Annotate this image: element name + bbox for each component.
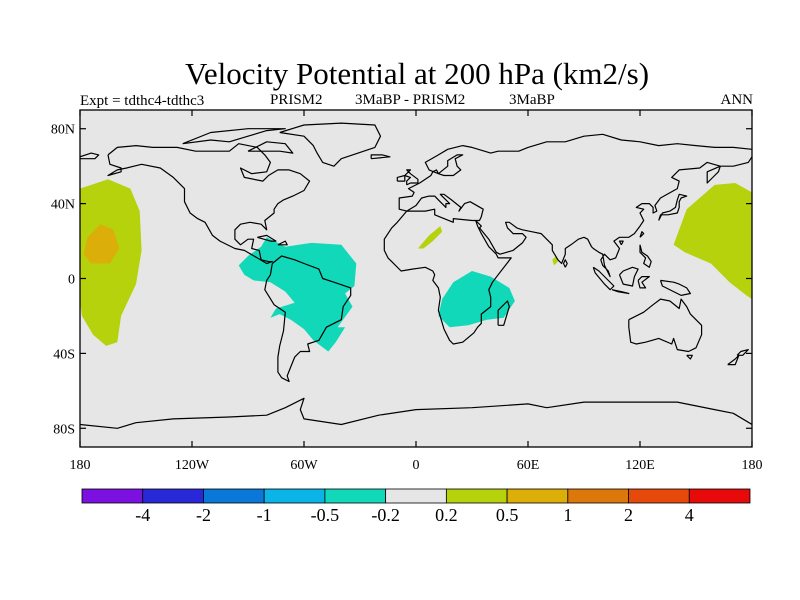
colorbar-label: -4	[135, 505, 150, 525]
coastline-28	[736, 349, 749, 356]
coastline-7	[497, 300, 510, 326]
colorbar-label: 4	[685, 505, 694, 525]
plot-title: Velocity Potential at 200 hPa (km2/s)	[185, 56, 649, 91]
colorbar-label: 1	[563, 505, 572, 525]
colorbar-box	[324, 488, 387, 504]
subtitle-model: PRISM2	[270, 92, 323, 108]
coastline-14	[658, 193, 688, 221]
colorbar-labels: -4 -2 -1 -0.5 -0.2 0.2 0.5 1 2 4	[135, 505, 694, 525]
contour-fill-layer	[80, 179, 752, 352]
coastline-30	[686, 354, 693, 360]
colorbar-label: 2	[624, 505, 633, 525]
x-tick-label: 120W	[175, 458, 210, 473]
x-tick-label: 60W	[290, 458, 318, 473]
coastline-2	[398, 133, 752, 212]
coastline-24	[257, 234, 277, 242]
colorbar-box	[142, 488, 204, 504]
subtitle-comparison: 3MaBP - PRISM2	[355, 92, 465, 108]
coastline-25	[277, 240, 288, 246]
coastline-0	[107, 143, 311, 265]
y-tick-label: 0	[68, 273, 75, 288]
coastline-10	[279, 122, 382, 167]
coastline-11	[404, 169, 419, 186]
coastline-21	[639, 231, 645, 238]
coastline-23	[562, 259, 568, 268]
coastline-6	[475, 156, 752, 278]
contour-region-sahel-positive	[417, 226, 443, 249]
axis-ticks: 80N 40N 0 40S 80S 180 120W 60W 0 60E 120E 180	[51, 110, 763, 473]
colorbar-label: -0.2	[371, 505, 400, 525]
y-tick-label: 80S	[53, 422, 75, 437]
coastline-12	[396, 174, 406, 182]
coastline-18	[637, 276, 650, 289]
coastline-16	[611, 289, 630, 295]
colorbar-box	[506, 488, 569, 504]
contour-region-west-pacific-positive	[673, 183, 752, 300]
coastline-15	[592, 266, 615, 291]
colorbar-boxes	[81, 488, 751, 504]
x-tick-label: 180	[742, 458, 763, 473]
map-panel: 80N 40N 0 40S 80S 180 120W 60W 0 60E 120E 180	[51, 109, 763, 473]
coastline-4	[406, 193, 484, 223]
coastline-26	[247, 141, 294, 154]
contour-region-south-america-negative	[238, 237, 357, 352]
colorbar-box	[628, 488, 690, 504]
coastline-20	[639, 244, 652, 268]
coastline-1	[264, 255, 352, 383]
colorbar-label: -0.5	[311, 505, 340, 525]
x-tick-label: 60E	[517, 458, 540, 473]
coastline-layer	[80, 122, 752, 429]
colorbar-box	[263, 488, 326, 504]
coastline-19	[659, 279, 692, 296]
contour-region-central-pacific-positive	[80, 179, 142, 346]
coastline-3	[80, 152, 100, 160]
contour-region-southern-africa-negative	[438, 271, 515, 328]
colorbar-label: 0.5	[496, 505, 519, 525]
contour-region-central-pacific-core	[83, 224, 120, 264]
y-tick-label: 80N	[51, 123, 75, 138]
colorbar: -4 -2 -1 -0.5 -0.2 0.2 0.5 1 2 4	[81, 488, 751, 525]
colorbar-box	[567, 488, 629, 504]
colorbar-box	[385, 488, 447, 504]
x-tick-label: 180	[70, 458, 91, 473]
season-label: ANN	[721, 92, 754, 108]
map-background	[80, 110, 752, 447]
coastline-27	[182, 128, 286, 145]
colorbar-label: -2	[196, 505, 211, 525]
coastline-5	[383, 210, 512, 345]
experiment-label: Expt = tdthc4-tdthc3	[80, 93, 204, 109]
coastline-22	[618, 240, 624, 246]
subtitle-period: 3MaBP	[509, 92, 555, 108]
coastline-13	[370, 154, 391, 160]
y-tick-label: 40N	[51, 198, 75, 213]
colorbar-box	[203, 488, 265, 504]
coastline-9	[80, 397, 752, 429]
x-tick-label: 0	[413, 458, 420, 473]
colorbar-box	[688, 488, 751, 504]
colorbar-box	[445, 488, 508, 504]
coastline-8	[628, 298, 703, 353]
colorbar-label: 0.2	[435, 505, 458, 525]
colorbar-label: -1	[257, 505, 272, 525]
coastline-29	[727, 354, 740, 366]
coastline-17	[618, 266, 639, 287]
x-tick-label: 120E	[625, 458, 655, 473]
colorbar-box	[81, 488, 144, 504]
y-tick-label: 40S	[53, 347, 75, 362]
